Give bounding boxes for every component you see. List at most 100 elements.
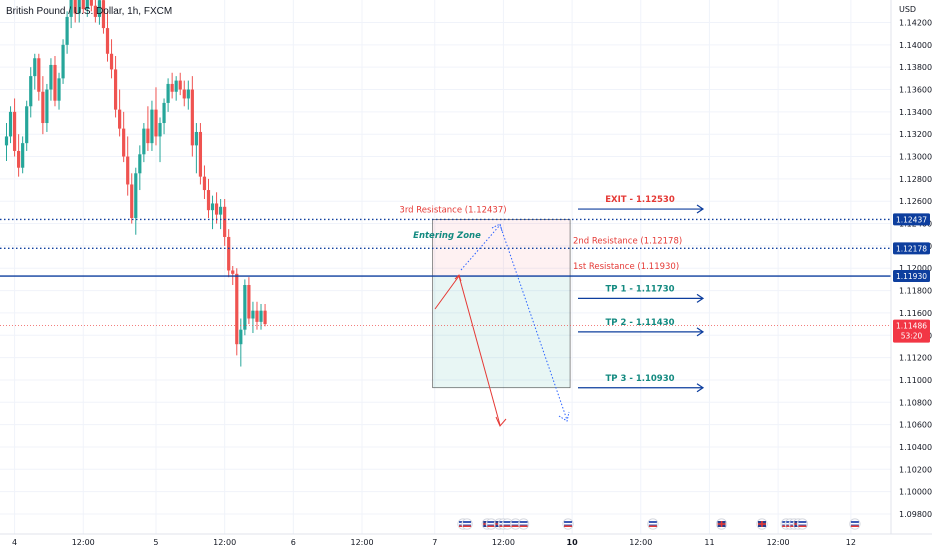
resistance-1-label: 1st Resistance (1.11930) [573, 262, 679, 272]
candle-body [146, 128, 150, 144]
candle-body [89, 0, 93, 6]
level-price-badge [893, 213, 930, 226]
candle-body [118, 109, 122, 129]
us-flag-stripe [798, 525, 807, 527]
projected-path-arrowhead [558, 411, 570, 422]
resistance-2-label: 2nd Resistance (1.12178) [573, 236, 682, 246]
time-tick-label: 12:00 [629, 538, 652, 547]
candle-body [154, 109, 158, 137]
us-flag-stripe [511, 523, 520, 525]
price-tick-label: 1.09800 [899, 510, 932, 519]
candle-body [255, 310, 259, 322]
price-tick-label: 1.11200 [899, 354, 932, 363]
bullish-path-arrowhead [454, 274, 462, 282]
time-tick-label: 11 [704, 538, 714, 547]
tp2-arrow-head [696, 327, 705, 337]
candle-body [17, 150, 21, 168]
us-flag-stripe [648, 523, 657, 525]
candle-body [33, 58, 37, 77]
chart-title: British Pound / U.S. Dollar, 1h, FXCM [6, 6, 172, 17]
candle-body [259, 310, 263, 322]
tp3-label: TP 3 - 1.10930 [605, 374, 674, 384]
candle-body [101, 0, 106, 29]
price-tick-label: 1.11600 [899, 309, 932, 318]
tp3-arrow-head [696, 383, 705, 393]
exit-arrow-head [696, 204, 705, 214]
chart-drawings: 3rd Resistance (1.12437) 2nd Resistance (… [399, 195, 705, 427]
candle-body [69, 0, 73, 17]
candle-body [162, 102, 166, 124]
candle-body [202, 176, 207, 191]
candle-body [219, 206, 223, 215]
candle-body [194, 131, 198, 146]
price-tick-label: 1.10800 [899, 398, 932, 407]
us-flag-stripe [463, 523, 472, 525]
candle-body [126, 156, 130, 185]
candle-body [243, 284, 247, 330]
level-price-badge-text: 1.12178 [896, 244, 927, 253]
price-tick-label: 1.14200 [899, 19, 932, 28]
price-tick-label: 1.10600 [899, 421, 932, 430]
time-axis-ticks: 4 12:00 5 12:00 6 12:00 7 12:00 10 12:00 11 12:00 12 [12, 538, 856, 547]
candle-body [73, 0, 77, 14]
candle-body [174, 80, 178, 92]
current-price-badge [893, 319, 930, 343]
target-zone-box [432, 275, 571, 389]
us-flag-stripe [503, 525, 512, 527]
time-tick-label: 4 [12, 538, 17, 547]
candle-body [223, 206, 227, 237]
candle-body [247, 284, 251, 319]
candle-body [130, 184, 134, 218]
candle-body [198, 131, 203, 177]
candle-body [93, 5, 97, 17]
tp1-arrow-head [696, 293, 705, 303]
tp2-label: TP 2 - 1.11430 [605, 318, 674, 328]
candle-body [49, 64, 53, 90]
candle-body [186, 89, 190, 99]
time-tick-label: 12:00 [213, 538, 236, 547]
candle-body [178, 80, 182, 90]
candle-body [25, 106, 29, 144]
level-price-badge-text: 1.12437 [896, 215, 927, 224]
candle-body [227, 236, 231, 271]
us-flag-stripe [511, 525, 520, 527]
price-tick-label: 1.13000 [899, 153, 932, 162]
candle-body [57, 78, 61, 101]
us-flag-stripe [850, 523, 859, 525]
us-flag-stripe [850, 525, 859, 527]
candle-body [182, 89, 186, 99]
time-tick-label: 10 [567, 538, 579, 547]
economic-event-icons [457, 518, 909, 530]
candle-body [53, 64, 57, 101]
candle-body [251, 310, 255, 319]
candle-body [21, 143, 25, 168]
candle-body [12, 111, 17, 151]
us-flag-stripe [487, 523, 496, 525]
candle-body [8, 111, 13, 137]
us-flag-stripe [798, 523, 807, 525]
time-tick-label: 12:00 [350, 538, 373, 547]
bearish-path-arrowhead [495, 416, 507, 427]
level-price-badge [893, 242, 930, 255]
price-tick-label: 1.13800 [899, 63, 932, 72]
candle-body [65, 16, 69, 45]
candle-body [122, 128, 126, 157]
candle-body [150, 109, 154, 144]
price-tick-label: 1.12800 [899, 175, 932, 184]
price-tick-label: 1.14000 [899, 41, 932, 50]
candle-body [214, 203, 219, 215]
price-tick-label: 1.13400 [899, 108, 932, 117]
candle-body [61, 44, 65, 79]
candle-body [45, 89, 49, 124]
level-price-badge [893, 270, 930, 283]
candle-body [29, 76, 33, 107]
countdown-text: 53:20 [901, 332, 923, 341]
time-tick-label: 6 [291, 538, 296, 547]
entering-zone-label: Entering Zone [413, 231, 481, 241]
candle-body [134, 173, 138, 218]
us-flag-stripe [463, 525, 472, 527]
candle-body [37, 58, 41, 92]
candle-body [190, 89, 194, 146]
